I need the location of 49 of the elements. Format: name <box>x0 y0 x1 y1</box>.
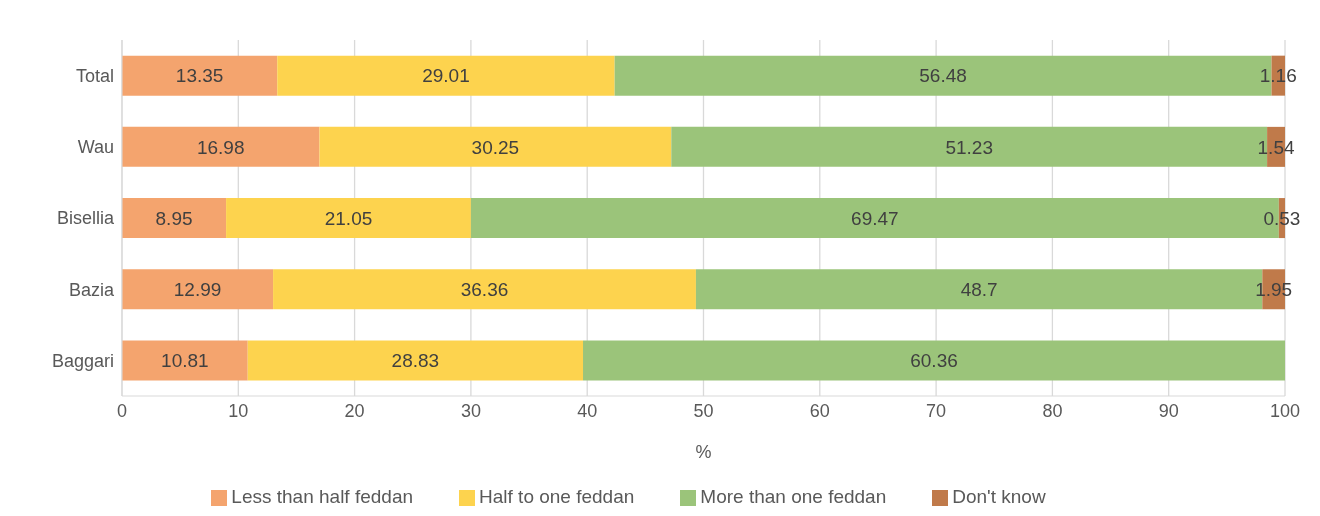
data-label: 60.36 <box>910 350 958 372</box>
x-tick-label: 30 <box>460 400 481 421</box>
y-tick-label: Bisellia <box>56 208 115 229</box>
bar <box>247 340 584 381</box>
y-tick-label: Baggari <box>51 350 114 371</box>
bar <box>273 269 696 310</box>
x-tick-label: 90 <box>1158 400 1179 421</box>
bar <box>319 126 672 167</box>
x-tick-label: 80 <box>1042 400 1063 421</box>
x-axis-title: % <box>695 442 712 462</box>
data-label: 21.05 <box>324 207 373 229</box>
data-label: 0.53 <box>1263 207 1301 229</box>
data-label: 30.25 <box>471 136 520 158</box>
data-label: 16.98 <box>196 136 245 158</box>
data-label: 28.83 <box>391 350 440 372</box>
bar <box>122 126 320 167</box>
y-tick-label: Total <box>75 65 114 86</box>
data-label: 29.01 <box>422 65 470 87</box>
data-label: 1.16 <box>1259 65 1297 87</box>
data-label: 56.48 <box>919 65 967 87</box>
data-label: 12.99 <box>173 279 222 301</box>
legend-label: More than one feddan <box>700 486 887 507</box>
bar <box>122 340 248 381</box>
data-label: 51.23 <box>945 136 993 158</box>
data-label: 8.95 <box>155 207 193 229</box>
x-tick-label: 40 <box>577 400 598 421</box>
legend-label: Half to one feddan <box>479 486 635 507</box>
bar <box>122 198 227 239</box>
data-label: 13.35 <box>175 65 224 87</box>
data-label: 10.81 <box>161 350 209 372</box>
data-label: 69.47 <box>851 207 899 229</box>
x-tick-label: 70 <box>926 400 947 421</box>
legend-label: Less than half feddan <box>231 486 414 507</box>
bar <box>277 55 615 96</box>
legend-label: Don't know <box>952 486 1046 507</box>
bar <box>122 55 278 96</box>
y-tick-label: Wau <box>77 137 114 158</box>
data-label: 36.36 <box>460 279 509 301</box>
bar <box>226 198 471 239</box>
data-label: 48.7 <box>960 279 998 301</box>
y-tick-label: Bazia <box>68 279 115 300</box>
x-tick-label: 60 <box>809 400 830 421</box>
bar <box>583 340 1285 381</box>
x-tick-label: 20 <box>344 400 365 421</box>
x-tick-label: 0 <box>116 400 128 421</box>
x-tick-label: 10 <box>228 400 249 421</box>
x-tick-label: 50 <box>693 400 714 421</box>
bar <box>122 269 274 310</box>
x-tick-label: 100 <box>1269 400 1301 421</box>
